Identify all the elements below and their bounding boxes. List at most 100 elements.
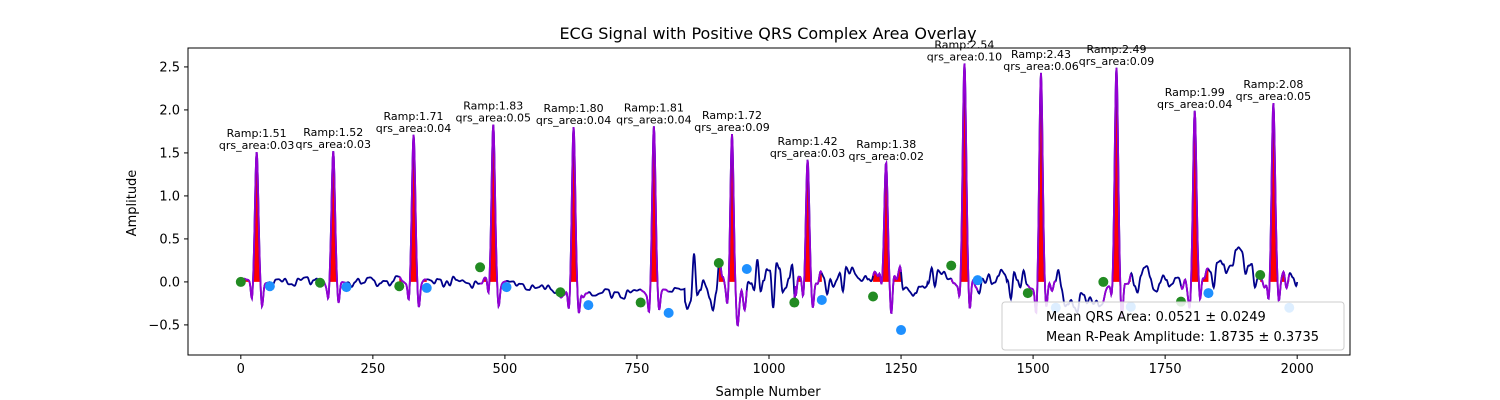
ramp-annotation-6: Ramp:1.72 xyxy=(702,109,762,122)
qrs-offset-marker-2 xyxy=(421,282,432,293)
qrs-area-fill-3 xyxy=(480,124,507,282)
legend-entry-0: Mean QRS Area: 0.0521 ± 0.0249 xyxy=(1046,310,1266,325)
x-tick-label-6: 1500 xyxy=(1017,362,1050,377)
qrs-offset-marker-0 xyxy=(264,281,275,292)
qrs-onset-marker-2 xyxy=(394,281,405,292)
y-tick-label-3: 1.0 xyxy=(159,189,180,204)
qrs-onset-marker-11 xyxy=(1098,276,1109,287)
qrs-onset-marker-7 xyxy=(789,297,800,308)
y-tick-label-1: 0.0 xyxy=(159,275,180,290)
x-tick-label-0: 0 xyxy=(237,362,245,377)
qrs-area-annotation-8: qrs_area:0.02 xyxy=(849,150,924,163)
qrs-segment-line-7 xyxy=(793,159,823,308)
qrs-area-annotation-7: qrs_area:0.03 xyxy=(770,147,845,160)
x-tick-label-2: 500 xyxy=(492,362,517,377)
x-tick-label-1: 250 xyxy=(360,362,385,377)
qrs-area-fill-11 xyxy=(1103,67,1131,282)
qrs-area-fill-8 xyxy=(873,163,902,282)
qrs-area-fill-6 xyxy=(718,133,747,282)
qrs-segment-line-3 xyxy=(480,124,507,310)
qrs-area-annotation-13: qrs_area:0.05 xyxy=(1236,90,1311,103)
ramp-annotation-10: Ramp:2.43 xyxy=(1011,48,1071,61)
qrs-segment-line-8 xyxy=(872,159,902,314)
ramp-annotation-3: Ramp:1.83 xyxy=(463,100,523,113)
qrs-area-fill-10 xyxy=(1027,72,1056,282)
qrs-onset-marker-9 xyxy=(946,260,957,271)
y-tick-label-6: 2.5 xyxy=(159,60,180,75)
ramp-annotation-0: Ramp:1.51 xyxy=(227,127,287,140)
qrs-area-fill-9 xyxy=(951,63,978,282)
ramp-annotation-5: Ramp:1.81 xyxy=(624,101,684,114)
ramp-annotation-8: Ramp:1.38 xyxy=(856,138,916,151)
x-tick-label-7: 1750 xyxy=(1149,362,1182,377)
y-tick-label-2: 0.5 xyxy=(159,232,180,247)
qrs-segment-line-5 xyxy=(640,126,669,314)
ramp-annotation-1: Ramp:1.52 xyxy=(303,126,363,139)
qrs-segment-line-11 xyxy=(1102,67,1132,318)
qrs-area-fill-12 xyxy=(1180,110,1209,282)
qrs-segment-line-0 xyxy=(240,151,271,310)
x-tick-label-8: 2000 xyxy=(1281,362,1314,377)
qrs-offset-marker-4 xyxy=(583,300,594,311)
qrs-offset-marker-7 xyxy=(816,294,827,305)
qrs-segment-line-2 xyxy=(398,134,427,308)
qrs-area-annotation-4: qrs_area:0.04 xyxy=(536,114,611,127)
qrs-area-fill-2 xyxy=(399,134,427,282)
qrs-area-annotation-5: qrs_area:0.04 xyxy=(616,113,691,126)
x-tick-label-5: 1250 xyxy=(884,362,917,377)
qrs-onset-marker-4 xyxy=(555,287,566,298)
y-tick-label-4: 1.5 xyxy=(159,146,180,161)
qrs-segment-line-12 xyxy=(1180,110,1210,309)
qrs-offset-marker-3 xyxy=(501,282,512,293)
qrs-segment-line-6 xyxy=(717,133,748,327)
qrs-onset-marker-3 xyxy=(475,262,486,273)
qrs-area-fill-7 xyxy=(794,159,822,282)
qrs-offset-marker-5 xyxy=(663,307,674,318)
qrs-segment-line-13 xyxy=(1260,102,1291,302)
qrs-onset-marker-0 xyxy=(235,276,246,287)
qrs-onset-marker-1 xyxy=(315,277,326,288)
legend-box xyxy=(1001,301,1345,351)
qrs-onset-marker-10 xyxy=(1022,288,1033,299)
legend: Mean QRS Area: 0.0521 ± 0.0249 Mean R-Pea… xyxy=(1001,301,1345,351)
y-axis-label: Amplitude xyxy=(125,170,140,237)
qrs-onset-marker-8 xyxy=(868,291,879,302)
qrs-area-fill-4 xyxy=(560,127,589,282)
ramp-annotation-4: Ramp:1.80 xyxy=(544,102,604,115)
legend-entry-1: Mean R-Peak Amplitude: 1.8735 ± 0.3735 xyxy=(1046,330,1319,345)
ramp-annotation-12: Ramp:1.99 xyxy=(1165,86,1225,99)
ramp-annotation-2: Ramp:1.71 xyxy=(384,110,444,123)
qrs-area-annotation-10: qrs_area:0.06 xyxy=(1003,60,1078,73)
qrs-area-fill-1 xyxy=(320,151,347,282)
qrs-onset-marker-6 xyxy=(713,257,724,268)
qrs-offset-marker-1 xyxy=(341,282,352,293)
qrs-area-annotation-6: qrs_area:0.09 xyxy=(694,121,769,134)
qrs-area-annotation-9: qrs_area:0.10 xyxy=(927,50,1002,63)
qrs-area-annotation-3: qrs_area:0.05 xyxy=(456,112,531,125)
qrs-area-fill-5 xyxy=(640,126,669,282)
ramp-annotation-7: Ramp:1.42 xyxy=(778,135,838,148)
qrs-area-annotation-1: qrs_area:0.03 xyxy=(296,138,371,151)
ramp-annotation-13: Ramp:2.08 xyxy=(1243,78,1303,91)
ramp-annotation-11: Ramp:2.49 xyxy=(1087,43,1147,56)
x-tick-label-3: 750 xyxy=(625,362,650,377)
qrs-onset-marker-13 xyxy=(1255,270,1266,281)
qrs-area-annotation-0: qrs_area:0.03 xyxy=(219,139,294,152)
plot-area: Ramp:1.51qrs_area:0.03Ramp:1.52qrs_area:… xyxy=(148,38,1351,377)
y-tick-label-5: 2.0 xyxy=(159,103,180,118)
qrs-onset-marker-5 xyxy=(635,297,646,308)
x-axis-label: Sample Number xyxy=(715,385,821,400)
qrs-offset-marker-6 xyxy=(741,264,752,275)
qrs-area-annotation-2: qrs_area:0.04 xyxy=(376,122,451,135)
qrs-offset-marker-9 xyxy=(972,275,983,286)
y-tick-label-0: −0.5 xyxy=(148,318,180,333)
qrs-offset-marker-8 xyxy=(896,325,907,336)
qrs-segment-line-10 xyxy=(1027,72,1057,315)
qrs-offset-marker-12 xyxy=(1203,288,1214,299)
qrs-area-annotation-11: qrs_area:0.09 xyxy=(1079,55,1154,68)
x-tick-label-4: 1000 xyxy=(752,362,785,377)
qrs-area-annotation-12: qrs_area:0.04 xyxy=(1157,98,1232,111)
chart-title: ECG Signal with Positive QRS Complex Are… xyxy=(559,24,976,43)
